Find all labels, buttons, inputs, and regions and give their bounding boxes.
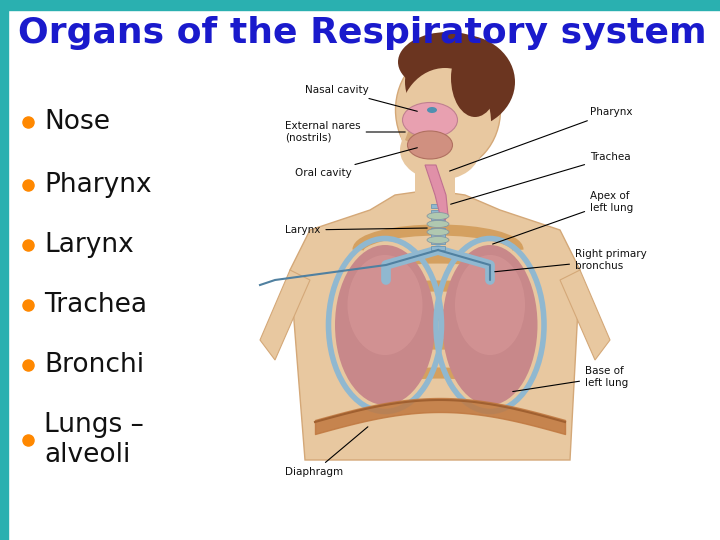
Ellipse shape xyxy=(451,39,499,117)
Ellipse shape xyxy=(427,220,449,227)
Text: External nares
(nostrils): External nares (nostrils) xyxy=(285,121,405,143)
Bar xyxy=(431,222,445,226)
Ellipse shape xyxy=(399,68,491,176)
Ellipse shape xyxy=(398,32,498,92)
Text: Larynx: Larynx xyxy=(44,232,134,258)
Bar xyxy=(431,246,445,250)
Bar xyxy=(431,240,445,244)
Polygon shape xyxy=(560,270,610,360)
Bar xyxy=(0,0,8,540)
Ellipse shape xyxy=(395,50,500,170)
Ellipse shape xyxy=(348,255,423,355)
Text: Nose: Nose xyxy=(44,109,110,135)
Polygon shape xyxy=(425,165,448,220)
Ellipse shape xyxy=(427,237,449,244)
Text: Nasal cavity: Nasal cavity xyxy=(305,85,418,111)
Bar xyxy=(431,204,445,208)
Text: Bronchi: Bronchi xyxy=(44,352,144,378)
Text: Lungs –
alveoli: Lungs – alveoli xyxy=(44,413,144,468)
Ellipse shape xyxy=(335,245,435,405)
Text: Organs of the Respiratory system: Organs of the Respiratory system xyxy=(18,16,706,50)
Text: Right primary
bronchus: Right primary bronchus xyxy=(495,249,647,272)
Polygon shape xyxy=(405,125,425,145)
Ellipse shape xyxy=(402,103,457,138)
Text: Pharynx: Pharynx xyxy=(449,107,632,171)
Bar xyxy=(415,160,455,215)
Text: Larynx: Larynx xyxy=(285,225,427,235)
Bar xyxy=(431,216,445,220)
Ellipse shape xyxy=(427,213,449,219)
Polygon shape xyxy=(260,270,310,360)
Text: Trachea: Trachea xyxy=(44,292,147,318)
Ellipse shape xyxy=(443,245,538,405)
Text: Apex of
left lung: Apex of left lung xyxy=(492,191,634,244)
Ellipse shape xyxy=(455,255,525,355)
Polygon shape xyxy=(290,190,580,460)
Text: Trachea: Trachea xyxy=(451,152,631,204)
Bar xyxy=(431,228,445,232)
Ellipse shape xyxy=(400,120,480,180)
Bar xyxy=(431,210,445,214)
Text: Pharynx: Pharynx xyxy=(44,172,152,198)
Text: Base of
left lung: Base of left lung xyxy=(513,366,629,391)
Ellipse shape xyxy=(427,228,449,235)
Bar xyxy=(0,0,720,10)
Bar xyxy=(431,234,445,238)
Ellipse shape xyxy=(405,35,515,130)
Ellipse shape xyxy=(408,131,452,159)
Ellipse shape xyxy=(427,107,437,113)
Text: Oral cavity: Oral cavity xyxy=(295,148,418,178)
Text: Diaphragm: Diaphragm xyxy=(285,427,368,477)
